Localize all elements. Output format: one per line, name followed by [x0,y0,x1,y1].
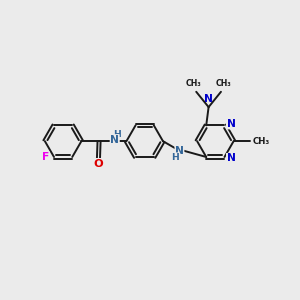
Text: CH₃: CH₃ [215,79,231,88]
Text: N: N [226,153,236,164]
Text: H: H [113,130,121,139]
Text: F: F [42,152,50,162]
Text: N: N [175,146,184,156]
Text: H: H [171,153,178,162]
Text: N: N [226,119,236,129]
Text: CH₃: CH₃ [253,137,270,146]
Text: N: N [110,135,119,145]
Text: CH₃: CH₃ [186,79,202,88]
Text: N: N [204,94,213,104]
Text: O: O [94,158,103,169]
